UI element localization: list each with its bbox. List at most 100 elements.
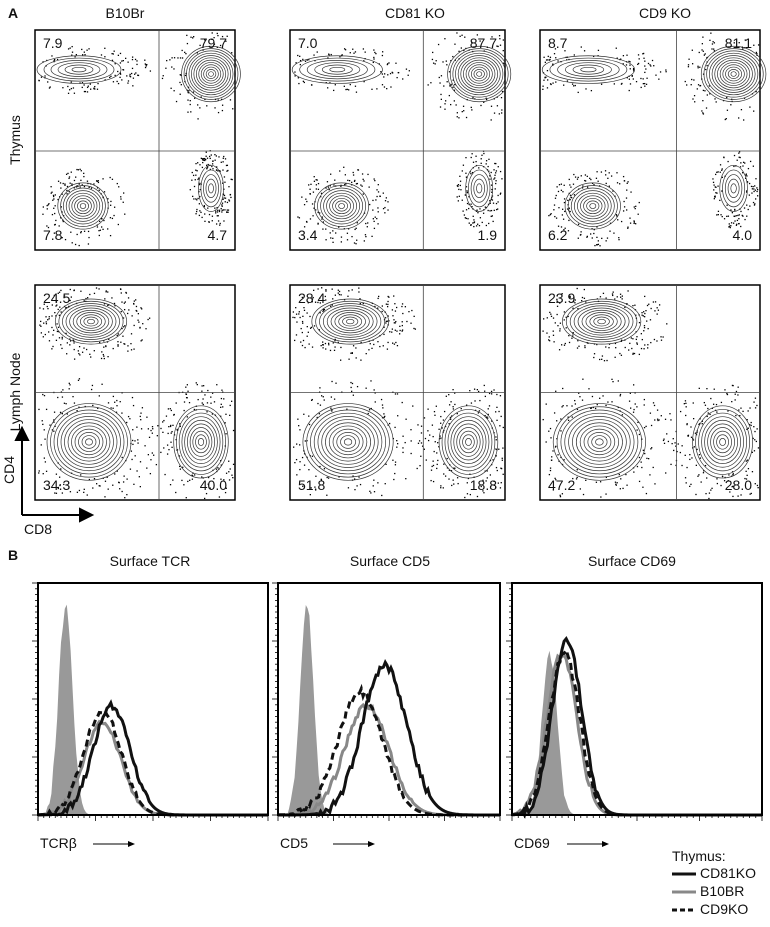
event-dot: [202, 385, 205, 387]
event-dot: [642, 53, 644, 55]
event-dot: [552, 489, 555, 491]
event-dot: [78, 346, 81, 348]
event-dot: [224, 422, 226, 424]
event-dot: [220, 460, 222, 462]
event-dot: [373, 58, 375, 60]
event-dot: [676, 450, 678, 453]
event-dot: [751, 451, 753, 453]
event-dot: [53, 207, 55, 209]
event-dot: [641, 338, 643, 341]
event-dot: [139, 327, 141, 329]
event-dot: [629, 83, 632, 85]
event-dot: [321, 344, 324, 346]
event-dot: [643, 57, 645, 59]
contour: [330, 309, 370, 334]
event-dot: [494, 174, 496, 176]
event-dot: [629, 68, 631, 70]
event-dot: [468, 207, 470, 210]
event-dot: [585, 479, 587, 481]
event-dot: [697, 67, 699, 69]
event-dot: [652, 402, 655, 404]
event-dot: [602, 292, 605, 295]
event-dot: [104, 56, 106, 58]
event-dot: [493, 169, 495, 171]
event-dot: [53, 419, 55, 421]
event-dot: [465, 116, 468, 119]
event-dot: [131, 396, 134, 399]
contour: [187, 423, 216, 461]
event-dot: [599, 296, 602, 298]
event-dot: [636, 336, 638, 338]
event-dot: [618, 237, 620, 239]
event-dot: [629, 392, 631, 394]
event-dot: [632, 384, 635, 386]
event-dot: [104, 480, 107, 482]
event-dot: [684, 454, 686, 456]
event-dot: [738, 222, 740, 225]
event-dot: [494, 177, 496, 179]
event-dot: [224, 197, 227, 199]
event-dot: [203, 159, 205, 161]
event-dot: [702, 100, 704, 102]
event-dot: [297, 54, 299, 57]
event-dot: [584, 345, 586, 347]
contour: [54, 298, 128, 345]
event-dot: [209, 157, 211, 160]
quadrant-value: 87.7: [470, 35, 497, 51]
event-dot: [651, 59, 654, 62]
event-dot: [368, 349, 370, 351]
event-dot: [491, 420, 493, 422]
event-dot: [735, 215, 737, 217]
event-dot: [623, 200, 625, 203]
event-dot: [382, 407, 384, 409]
event-dot: [720, 484, 722, 487]
contour: [71, 195, 95, 217]
event-dot: [446, 467, 449, 469]
event-dot: [355, 347, 357, 349]
event-dot: [584, 346, 586, 349]
event-dot: [86, 86, 89, 89]
event-dot: [556, 186, 558, 188]
event-dot: [127, 80, 130, 82]
event-dot: [361, 185, 363, 187]
contour: [724, 174, 743, 203]
event-dot: [394, 426, 396, 429]
event-dot: [373, 343, 375, 346]
event-dot: [325, 348, 327, 350]
event-dot: [220, 415, 222, 417]
event-dot: [716, 482, 719, 485]
event-dot: [346, 239, 349, 241]
event-dot: [222, 209, 225, 211]
event-dot: [438, 76, 440, 79]
event-dot: [707, 407, 709, 410]
event-dot: [173, 57, 176, 59]
event-dot: [596, 244, 598, 246]
event-dot: [717, 185, 719, 187]
event-dot: [548, 473, 551, 476]
event-dot: [460, 47, 462, 49]
event-dot: [374, 401, 376, 403]
event-dot: [554, 48, 557, 50]
event-dot: [294, 316, 296, 319]
event-dot: [52, 195, 55, 198]
event-dot: [81, 351, 84, 353]
contour: [456, 427, 481, 457]
contour: [340, 435, 356, 449]
event-dot: [230, 196, 232, 199]
event-dot: [321, 218, 323, 220]
event-dot: [308, 343, 310, 345]
event-dot: [212, 168, 214, 170]
event-dot: [60, 391, 63, 393]
event-dot: [134, 73, 136, 75]
panel-label: A: [8, 5, 18, 21]
event-dot: [41, 420, 43, 422]
event-dot: [616, 215, 618, 217]
event-dot: [330, 53, 332, 56]
event-dot: [62, 220, 64, 223]
event-dot: [93, 183, 95, 185]
contour-plot: 28.451.8 18.8: [289, 284, 506, 501]
event-dot: [728, 474, 730, 476]
event-dot: [363, 80, 365, 83]
event-dot: [374, 51, 376, 54]
event-dot: [301, 456, 304, 459]
